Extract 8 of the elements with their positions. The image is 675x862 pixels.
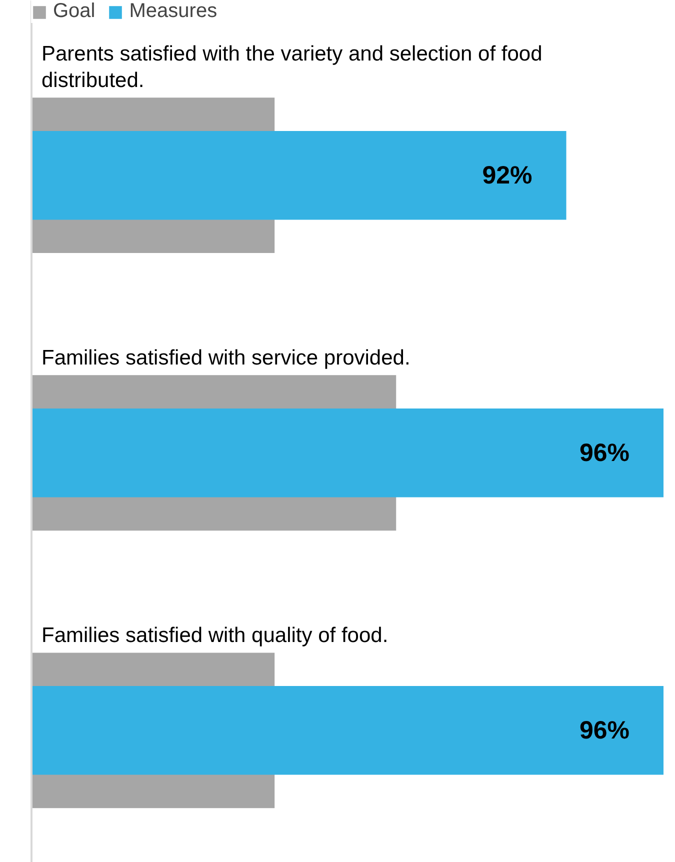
- legend-label: Goal: [53, 0, 96, 23]
- data-label: 96%: [579, 438, 630, 467]
- data-label: 92%: [482, 161, 532, 190]
- data-label: 96%: [579, 716, 630, 744]
- y-tick-label: Parents satisfied with the variety and selection of food distributed.: [42, 42, 542, 92]
- y-tick-label: Families satisfied with service provided.: [42, 346, 410, 370]
- legend-label: Measures: [129, 0, 218, 23]
- y-tick-label: Families satisfied with quality of food.: [42, 624, 388, 648]
